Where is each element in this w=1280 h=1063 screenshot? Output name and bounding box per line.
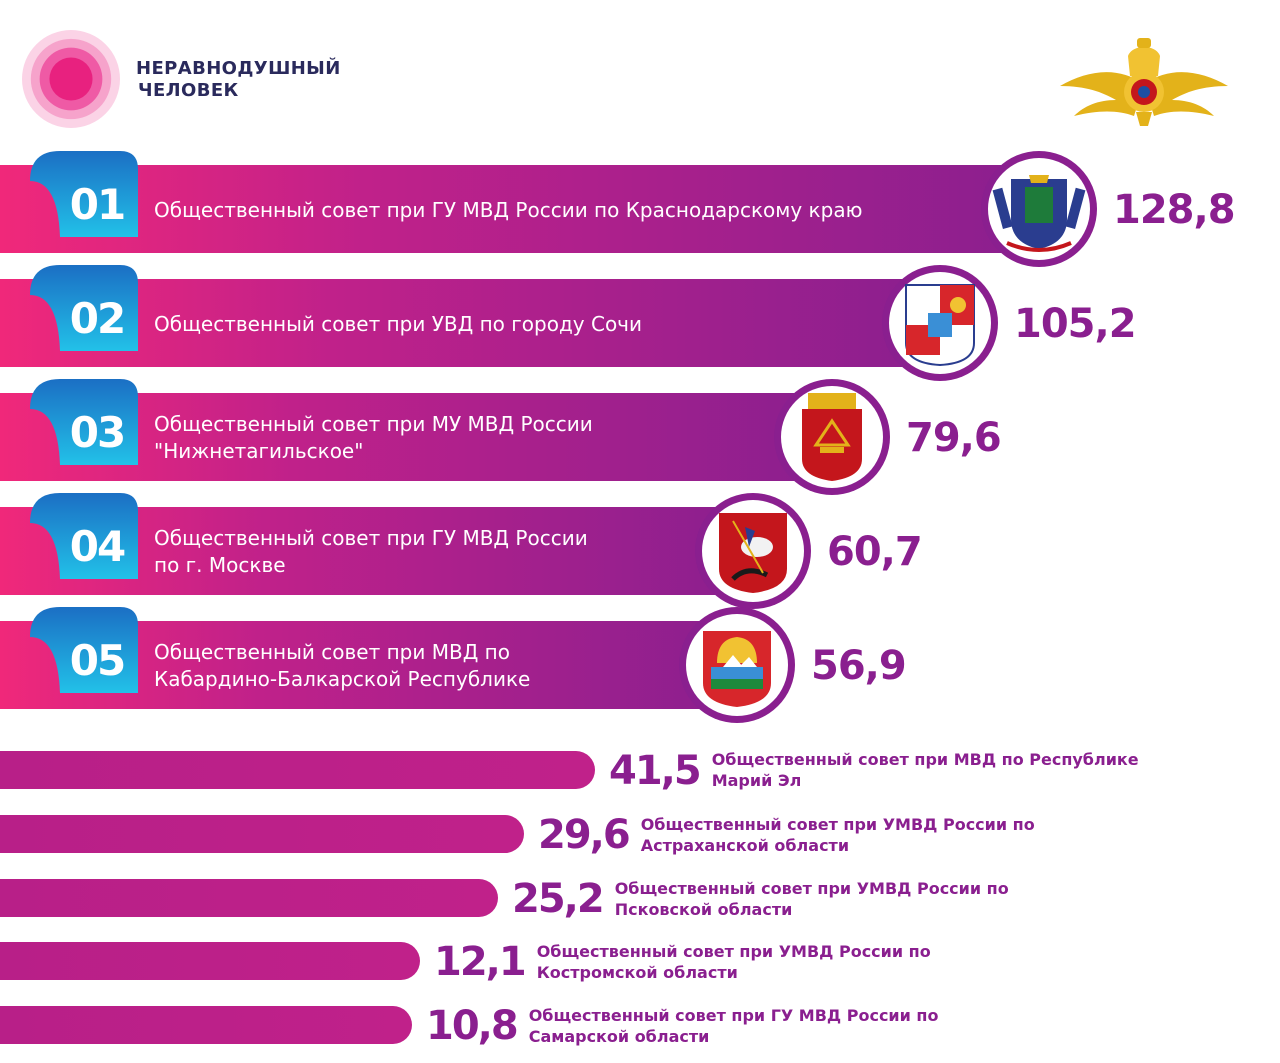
- bar-4: [0, 507, 755, 595]
- bar-label-2-line1: Общественный совет при УВД по городу Соч…: [154, 311, 642, 336]
- brand-logo-icon: [22, 30, 120, 128]
- bar-3: [0, 393, 834, 481]
- mvd-emblem-icon: [1060, 38, 1228, 126]
- brand-name-line2: ЧЕЛОВЕК: [138, 80, 239, 101]
- rank-badge-bg-4: [30, 493, 138, 579]
- bar-label-3-line2: "Нижнетагильское": [154, 439, 364, 463]
- bar-value-7: 29,6: [538, 812, 631, 858]
- sochi-coat-of-arms-icon: [905, 284, 975, 367]
- bar-label-9: Общественный совет при УМВД России по Ко…: [537, 941, 1077, 983]
- bar-label-4: Общественный совет при ГУ МВД России по …: [154, 507, 588, 597]
- rank-badge-3: 03: [69, 408, 126, 457]
- bar-label-2: Общественный совет при УВД по городу Соч…: [154, 279, 642, 369]
- bar-value-10: 10,8: [426, 1003, 519, 1049]
- rank-badge-bg-1: [30, 151, 138, 237]
- bar-9: [0, 942, 420, 980]
- kbr-coat-of-arms-icon: [703, 631, 771, 707]
- bar-1: [0, 165, 1041, 253]
- bar-label-5-line1: Общественный совет при МВД по: [154, 640, 510, 664]
- krasnodar-coat-of-arms-icon: [992, 175, 1086, 252]
- rank-badge-bg-2: [30, 265, 138, 351]
- bar-6: [0, 751, 595, 789]
- bar-label-5: Общественный совет при МВД по Кабардино-…: [154, 621, 530, 711]
- bar-value-3: 79,6: [906, 415, 1002, 461]
- bar-label-7: Общественный совет при УМВД России по Ас…: [641, 814, 1181, 856]
- bar-2: [0, 279, 942, 367]
- bar-10: [0, 1006, 412, 1044]
- rank-badge-2: 02: [69, 294, 126, 343]
- bar-label-9-line2: Костромской области: [536, 963, 738, 982]
- bar-label-5-line2: Кабардино-Балкарской Республике: [154, 667, 531, 691]
- rank-badge-bg-3: [30, 379, 138, 465]
- bar-value-2: 105,2: [1014, 301, 1137, 347]
- moscow-coat-of-arms-icon: [719, 513, 787, 593]
- bar-value-6: 41,5: [609, 748, 702, 794]
- bar-value-4: 60,7: [827, 529, 923, 575]
- bar-label-4-line1: Общественный совет при ГУ МВД России: [154, 526, 588, 550]
- rank-badge-bg-5: [30, 607, 138, 693]
- bar-label-4-line2: по г. Москве: [154, 553, 286, 577]
- bar-label-1: Общественный совет при ГУ МВД России по …: [154, 165, 862, 255]
- rank-badge-5: 05: [69, 636, 126, 685]
- bar-7: [0, 815, 524, 853]
- bar-value-1: 128,8: [1113, 187, 1236, 233]
- bar-value-9: 12,1: [434, 939, 527, 985]
- bar-5: [0, 621, 739, 709]
- rank-badge-4: 04: [69, 522, 126, 571]
- bar-label-3-line1: Общественный совет при МУ МВД России: [154, 412, 593, 436]
- bar-label-8-line1: Общественный совет при УМВД России по: [614, 879, 1009, 898]
- bar-label-6-line2: Марий Эл: [711, 771, 802, 790]
- brand-name-line1: НЕРАВНОДУШНЫЙ: [136, 58, 341, 79]
- bar-label-1-line1: Общественный совет при ГУ МВД России по …: [154, 197, 863, 222]
- bar-label-7-line2: Астраханской области: [640, 836, 850, 855]
- nizhny-tagil-coat-of-arms-icon: [802, 393, 862, 481]
- bar-label-7-line1: Общественный совет при УМВД России по: [640, 815, 1035, 834]
- bar-value-8: 25,2: [512, 876, 605, 922]
- bar-label-6-line1: Общественный совет при МВД по Республике: [711, 750, 1139, 769]
- rank-badge-1: 01: [69, 180, 126, 229]
- brand-name: НЕРАВНОДУШНЫЙ ЧЕЛОВЕК: [136, 58, 341, 102]
- bar-label-10-line2: Самарской области: [528, 1027, 710, 1046]
- bar-8: [0, 879, 498, 917]
- bar-label-10-line1: Общественный совет при ГУ МВД России по: [528, 1006, 939, 1025]
- bar-label-6: Общественный совет при МВД по Республике…: [712, 749, 1252, 791]
- bar-value-5: 56,9: [811, 643, 907, 689]
- bar-label-9-line1: Общественный совет при УМВД России по: [536, 942, 931, 961]
- bar-label-8-line2: Псковской области: [614, 900, 793, 919]
- bar-label-10: Общественный совет при ГУ МВД России по …: [529, 1005, 1069, 1047]
- bar-label-3: Общественный совет при МУ МВД России "Ни…: [154, 393, 593, 483]
- bar-label-8: Общественный совет при УМВД России по Пс…: [615, 878, 1155, 920]
